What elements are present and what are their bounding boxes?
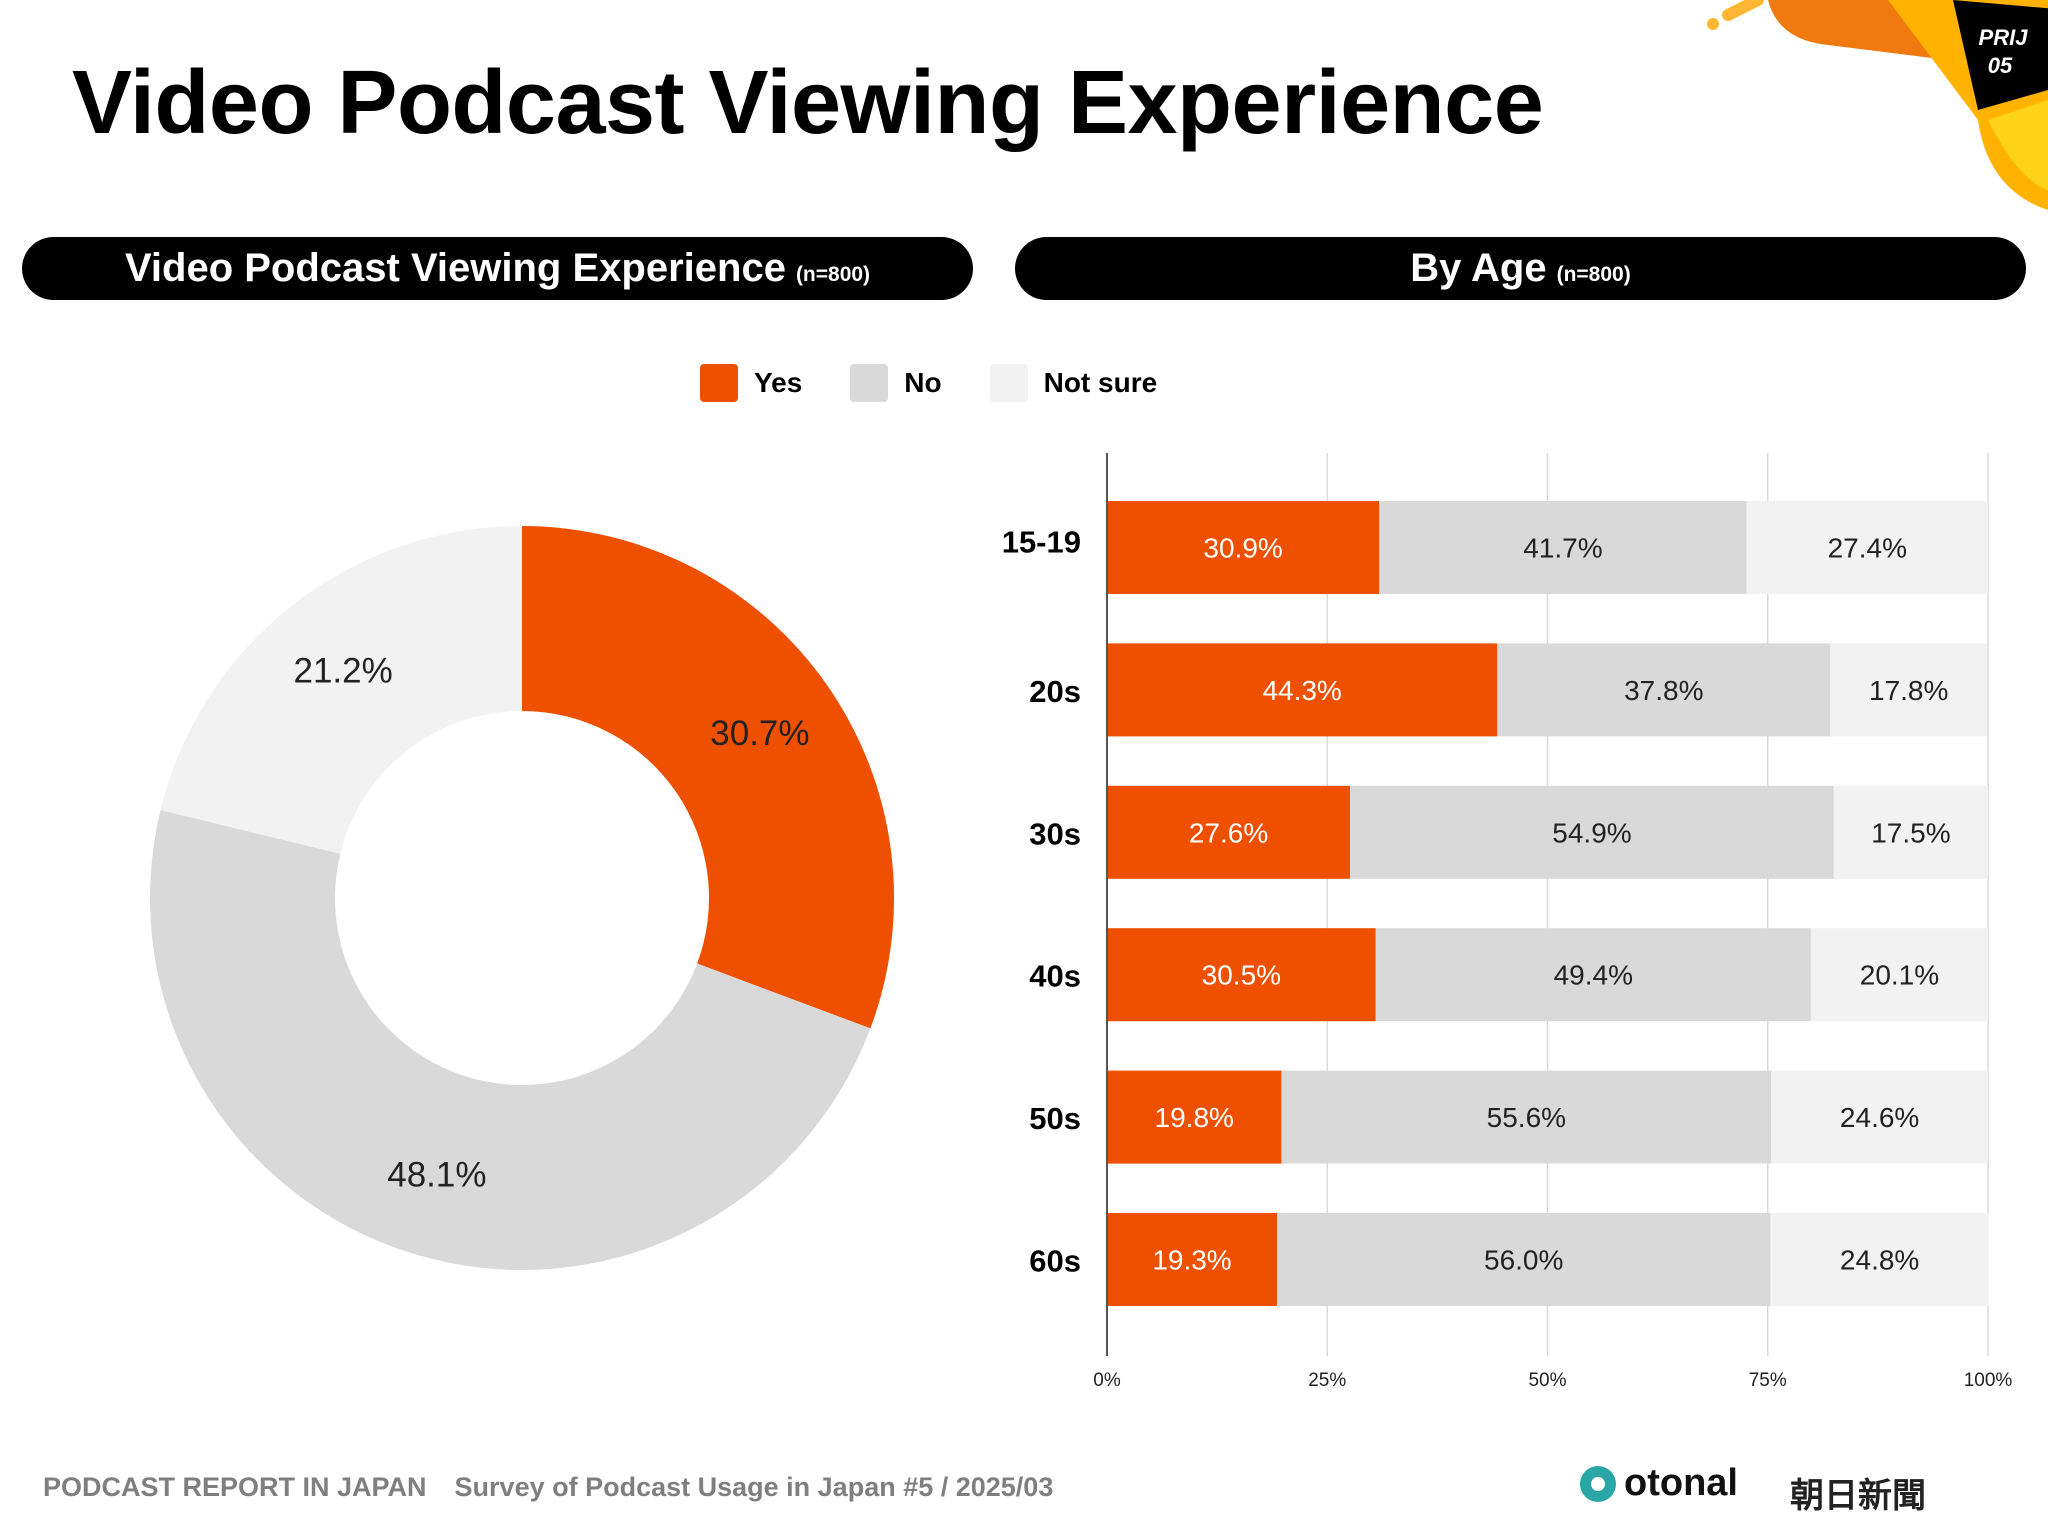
survey-name: Survey of Podcast Usage in Japan #5 / 20… <box>454 1472 1054 1502</box>
bar-value-label: 30.9% <box>1203 533 1282 564</box>
y-category-label: 40s <box>1029 959 1081 994</box>
bar-segment-not-sure <box>1770 1213 1989 1306</box>
bar-segment-not-sure <box>1810 928 1988 1022</box>
bar-segment-not-sure <box>1833 785 1988 879</box>
bar-value-label: 37.8% <box>1624 675 1703 706</box>
donut-slice-yes <box>522 526 894 1029</box>
x-tick-label: 75% <box>1749 1370 1787 1391</box>
y-category-label: 15-19 <box>1002 525 1081 560</box>
asahi-text: 朝日新聞 <box>1790 1477 1926 1515</box>
y-category-label: 20s <box>1029 674 1081 709</box>
bar-segment-no <box>1350 785 1834 879</box>
bar-value-label: 27.4% <box>1828 533 1907 564</box>
legend-item-yes: Yes <box>700 364 802 402</box>
bar-segment-not-sure <box>1746 501 1988 594</box>
sample-size: (n=800) <box>795 262 871 286</box>
report-name: PODCAST REPORT IN JAPAN <box>43 1472 427 1502</box>
bar-segment-no <box>1375 928 1811 1022</box>
bar-segment-no <box>1281 1070 1772 1164</box>
bar-segment-yes <box>1107 1213 1278 1306</box>
badge-text: PRIJ <box>1979 25 2029 50</box>
bar-value-label: 19.3% <box>1152 1245 1231 1276</box>
page-title: Video Podcast Viewing Experience <box>72 53 1544 153</box>
bar-value-label: 24.6% <box>1840 1102 1919 1133</box>
x-tick-label: 0% <box>1093 1370 1121 1391</box>
otonal-text: otonal <box>1624 1462 1738 1504</box>
bar-value-label: 55.6% <box>1487 1102 1566 1133</box>
corner-decoration: PRIJ 05 <box>1707 0 2048 210</box>
bar-value-label: 30.5% <box>1202 960 1281 991</box>
donut-slice-not-sure <box>160 526 523 854</box>
bar-value-label: 54.9% <box>1552 817 1631 848</box>
y-category-label: 60s <box>1029 1244 1081 1279</box>
bar-segment-yes <box>1107 1070 1282 1164</box>
y-category-label: 50s <box>1029 1101 1081 1136</box>
bar-segment-yes <box>1107 785 1351 879</box>
bar-value-label: 56.0% <box>1484 1245 1563 1276</box>
legend-swatch <box>850 364 889 402</box>
badge-number: 05 <box>1988 53 2013 78</box>
panel-title: Video Podcast Viewing Experience <box>124 246 786 290</box>
legend-item-not-sure: Not sure <box>989 364 1158 402</box>
legend-label: Yes <box>754 367 803 398</box>
donut-label: 48.1% <box>387 1156 486 1195</box>
y-category-label: 30s <box>1029 816 1081 851</box>
donut-label: 30.7% <box>710 714 809 753</box>
legend: Yes No Not sure <box>700 364 1205 402</box>
bar-segment-no <box>1379 501 1747 594</box>
panel-header-overall: Video Podcast Viewing Experience (n=800) <box>22 237 973 300</box>
panel-title: By Age <box>1410 246 1547 290</box>
donut-label: 21.2% <box>294 651 393 690</box>
bar-segment-not-sure <box>1830 643 1988 737</box>
legend-item-no: No <box>850 364 942 402</box>
donut-slice-no <box>150 810 871 1270</box>
bar-segment-no <box>1277 1213 1771 1306</box>
legend-swatch <box>700 364 738 402</box>
panel-header-by-age: By Age (n=800) <box>1015 237 2026 300</box>
legend-label: No <box>904 367 942 398</box>
legend-label: Not sure <box>1043 367 1158 398</box>
bar-segment-yes <box>1107 643 1498 737</box>
bar-value-label: 20.1% <box>1860 960 1939 991</box>
bar-value-label: 27.6% <box>1189 817 1268 848</box>
bar-value-label: 17.8% <box>1869 675 1948 706</box>
bar-segment-not-sure <box>1771 1070 1988 1164</box>
bar-value-label: 17.5% <box>1871 817 1950 848</box>
bar-segment-yes <box>1107 928 1376 1022</box>
bar-value-label: 49.4% <box>1554 960 1633 991</box>
bar-segment-yes <box>1107 501 1380 594</box>
asahi-logo: 朝日新聞 <box>1790 1468 1926 1517</box>
footer: PODCAST REPORT IN JAPAN Survey of Podcast… <box>43 1472 1053 1503</box>
bar-value-label: 41.7% <box>1523 533 1602 564</box>
x-tick-label: 50% <box>1528 1370 1566 1391</box>
x-tick-label: 25% <box>1308 1370 1346 1391</box>
otonal-logo: otonal <box>1578 1462 1738 1505</box>
bar-value-label: 24.8% <box>1840 1245 1919 1276</box>
bar-value-label: 44.3% <box>1262 675 1341 706</box>
bar-segment-no <box>1497 643 1831 737</box>
x-tick-label: 100% <box>1964 1370 2013 1391</box>
sample-size: (n=800) <box>1556 262 1631 286</box>
legend-swatch <box>989 364 1028 402</box>
otonal-disc-icon <box>1580 1465 1616 1502</box>
bar-value-label: 19.8% <box>1155 1102 1234 1133</box>
